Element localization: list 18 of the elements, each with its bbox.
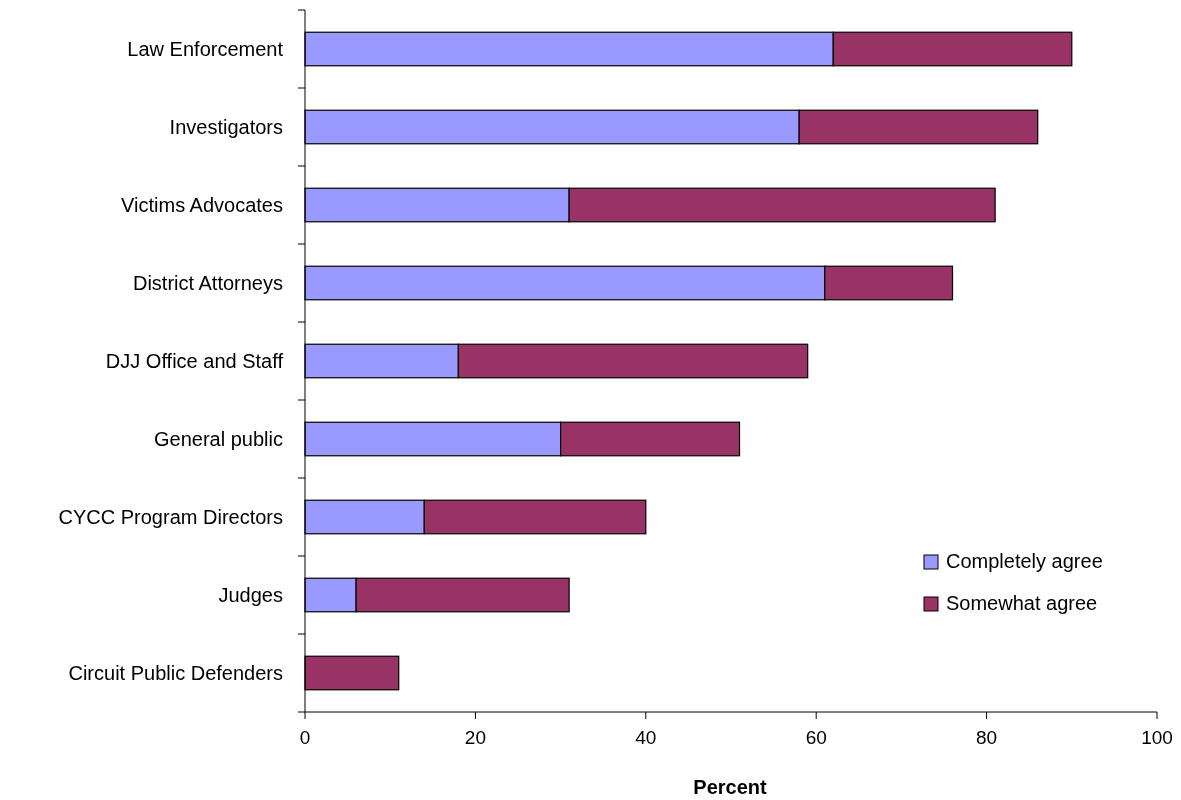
y-tick-label: Law Enforcement	[127, 38, 284, 60]
legend-label: Somewhat agree	[946, 592, 1098, 614]
x-axis-title: Percent	[693, 776, 768, 798]
x-tick-label: 100	[1141, 727, 1173, 748]
x-tick-label: 20	[464, 727, 486, 748]
x-tick-label: 40	[635, 727, 657, 748]
legend-label: Completely agree	[946, 550, 1103, 572]
x-tick-label: 60	[805, 727, 827, 748]
x-tick-label: 0	[299, 727, 311, 748]
y-tick-label: General public	[154, 428, 283, 450]
y-tick-label: DJJ Office and Staff	[105, 350, 284, 372]
y-tick-label: Circuit Public Defenders	[68, 662, 283, 684]
x-tick-label: 80	[976, 727, 998, 748]
y-tick-label: Judges	[218, 584, 283, 606]
y-tick-label: District Attorneys	[132, 272, 283, 294]
y-tick-label: CYCC Program Directors	[58, 506, 283, 528]
y-tick-label: Investigators	[169, 116, 283, 138]
y-tick-label: Victims Advocates	[121, 194, 283, 216]
